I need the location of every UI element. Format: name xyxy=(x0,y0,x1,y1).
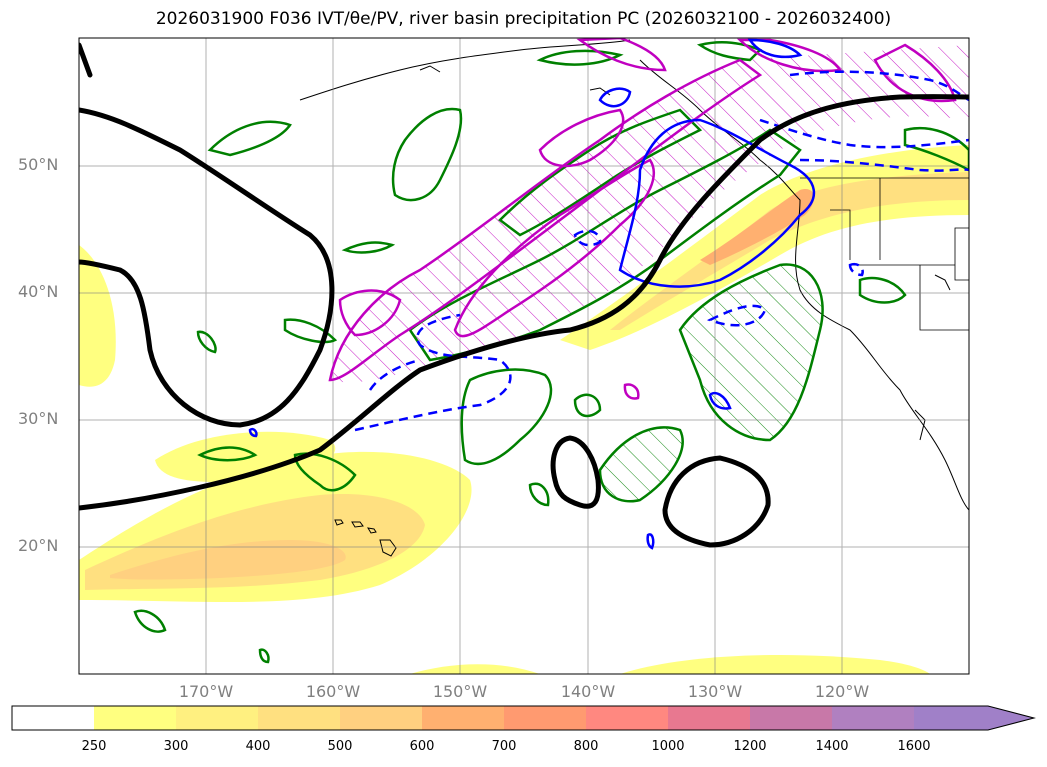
colorbar-tick: 1400 xyxy=(815,739,849,754)
pv-magenta-hatch-region xyxy=(330,45,969,383)
pv-blue-dashed-contours xyxy=(354,70,969,432)
gridlines xyxy=(79,38,969,674)
colorbar-tick: 800 xyxy=(573,739,599,754)
colorbar-tick: 400 xyxy=(245,739,271,754)
theta-e-contours xyxy=(79,42,969,548)
ivt-band-pacific-core xyxy=(110,540,346,580)
ivt-shading xyxy=(79,145,969,674)
colorbar-tick: 600 xyxy=(409,739,435,754)
lon-label-160w: 160°W xyxy=(305,682,361,701)
ivt-band-south xyxy=(620,654,930,674)
ivt-river-core xyxy=(700,189,815,265)
lon-label-150w: 150°W xyxy=(432,682,488,701)
ivt-band-south2 xyxy=(410,664,540,674)
map-frame xyxy=(78,37,970,675)
ivt-band-north xyxy=(155,431,336,483)
lat-label-50n: 50°N xyxy=(18,155,59,174)
colorbar-tick: 1200 xyxy=(733,739,767,754)
colorbar-tick: 250 xyxy=(81,739,107,754)
lat-label-30n: 30°N xyxy=(18,409,59,428)
colorbar xyxy=(11,705,1036,731)
pv-magenta-contours xyxy=(328,38,957,400)
lon-label-140w: 140°W xyxy=(560,682,616,701)
pv-blue-contours xyxy=(248,38,816,550)
lat-label-40n: 40°N xyxy=(18,282,59,301)
colorbar-tick: 1000 xyxy=(651,739,685,754)
colorbar-tick: 500 xyxy=(327,739,353,754)
ivt-band-west xyxy=(79,245,116,387)
lat-label-20n: 20°N xyxy=(18,536,59,555)
colorbar-outline xyxy=(11,705,1036,731)
hawaii-islands xyxy=(334,519,397,557)
colorbar-tick: 300 xyxy=(163,739,189,754)
map-title: 2026031900 F036 IVT/θe/PV, river basin p… xyxy=(155,9,892,29)
political-borders xyxy=(800,177,969,331)
pv-green-hatch-region xyxy=(680,264,823,440)
pv-green-contours xyxy=(133,41,969,664)
lon-label-130w: 130°W xyxy=(687,682,743,701)
colorbar-tick: 700 xyxy=(491,739,517,754)
colorbar-tick: 1600 xyxy=(897,739,931,754)
lon-label-120w: 120°W xyxy=(814,682,870,701)
lon-label-170w: 170°W xyxy=(178,682,234,701)
pv-green-hatch-south xyxy=(600,427,683,502)
